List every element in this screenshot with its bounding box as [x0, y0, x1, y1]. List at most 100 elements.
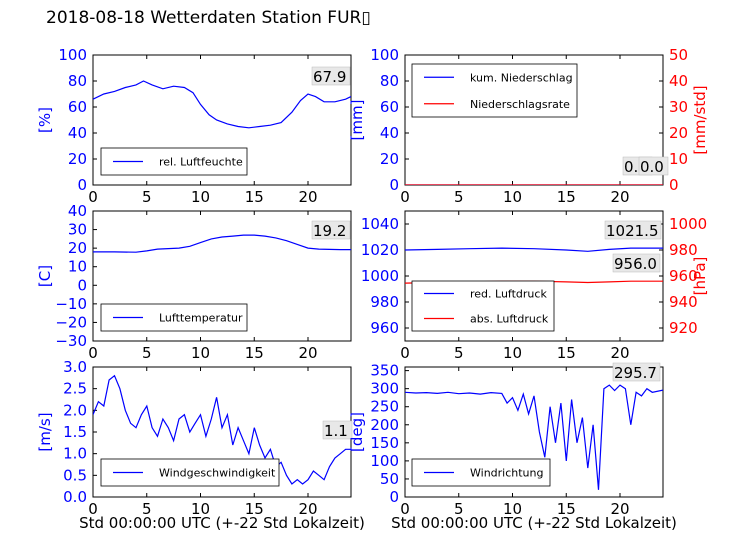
y2-axis-label: [mm/std] [691, 85, 709, 154]
x-tick-label: 10 [191, 344, 210, 362]
y-tick-label: 1000 [361, 267, 399, 285]
axes-frame [92, 54, 352, 186]
x-tick-label: 15 [557, 500, 576, 518]
y-tick-label: −20 [55, 313, 87, 331]
legend-label: Lufttemperatur [159, 312, 243, 325]
x-tick-label: 20 [610, 188, 629, 206]
x-tick-label: 20 [610, 344, 629, 362]
legend-box [411, 280, 555, 332]
last-value-label: 0.0 [640, 158, 664, 176]
y-axis-label: [mm] [348, 100, 366, 141]
last-value-label: 1.1 [324, 422, 348, 440]
y-tick-label: 250 [370, 398, 399, 416]
y-tick-label: 0 [77, 176, 87, 194]
axes-frame [404, 366, 664, 498]
x-tick-label: 15 [245, 500, 264, 518]
x-tick-label: 5 [142, 344, 152, 362]
y2-tick-label: 1000 [669, 215, 707, 233]
last-value-label: 1021.5 [606, 222, 659, 240]
y-tick-label: 3.0 [63, 358, 87, 376]
y-tick-label: 350 [370, 362, 399, 380]
y2-tick-label: 10 [669, 150, 688, 168]
x-tick-label: 15 [557, 344, 576, 362]
y-tick-label: 40 [68, 202, 87, 220]
y2-tick-label: 980 [669, 241, 698, 259]
x-tick-label: 10 [191, 500, 210, 518]
legend-label: rel. Luftfeuchte [159, 156, 243, 169]
series-line-windrichtung [405, 384, 663, 490]
x-tick-label: 10 [503, 500, 522, 518]
y2-tick-label: 20 [669, 124, 688, 142]
legend-label: Niederschlagsrate [470, 98, 570, 111]
x-tick-label: 20 [298, 344, 317, 362]
x-axis-label: Std 00:00:00 UTC (+-22 Std Lokalzeit) [391, 514, 677, 532]
legend-label: Windrichtung [470, 467, 543, 480]
y-tick-label: 980 [370, 293, 399, 311]
x-tick-label: 5 [454, 188, 464, 206]
legend-label: Windgeschwindigkeit [159, 467, 276, 480]
x-tick-label: 0 [88, 188, 98, 206]
x-tick-label: 5 [142, 188, 152, 206]
x-tick-label: 0 [400, 344, 410, 362]
series-line-red-luftdruck [405, 247, 663, 252]
y-tick-label: 100 [370, 46, 399, 64]
y-axis-label: [%] [36, 107, 54, 133]
last-value-label: 956.0 [614, 255, 657, 273]
y-tick-label: 50 [380, 470, 399, 488]
y-tick-label: 10 [68, 258, 87, 276]
x-tick-label: 0 [400, 500, 410, 518]
y2-tick-label: 960 [669, 267, 698, 285]
y-tick-label: 80 [380, 72, 399, 90]
x-tick-label: 5 [454, 500, 464, 518]
y-tick-label: 2.0 [63, 401, 87, 419]
value-badge [638, 156, 669, 176]
y-tick-label: 200 [370, 416, 399, 434]
y-tick-label: 1020 [361, 241, 399, 259]
legend-label: kum. Niederschlag [470, 71, 573, 84]
panel-precipitation: 0 5 10 15 20 0 20 40 60 80 100 0 10 20 30 40 50 [mm] [mm/s… [348, 46, 709, 206]
panel-wind-speed: 0 5 10 15 20 0.0 0.5 1.0 1.5 2.0 2.5 3.0 [m/s] Std 00… [36, 358, 365, 532]
x-tick-label: 0 [88, 500, 98, 518]
y-tick-label: 20 [68, 150, 87, 168]
value-badge [311, 66, 351, 86]
y-tick-label: 60 [380, 98, 399, 116]
x-tick-label: 20 [298, 188, 317, 206]
y2-tick-label: 920 [669, 319, 698, 337]
value-badge [322, 420, 353, 440]
x-tick-label: 20 [298, 500, 317, 518]
value-badge [612, 253, 661, 273]
y-axis-label: [C] [36, 265, 54, 287]
x-tick-label: 15 [245, 188, 264, 206]
y-tick-label: 1040 [361, 215, 399, 233]
y2-tick-label: 40 [669, 72, 688, 90]
panel-temperature: 0 5 10 15 20−30−20−10010203040[C]Lufttempera… [36, 202, 352, 362]
y-tick-label: 300 [370, 380, 399, 398]
x-tick-label: 15 [245, 344, 264, 362]
x-tick-label: 15 [557, 188, 576, 206]
y-tick-label: 0 [77, 276, 87, 294]
x-tick-label: 5 [142, 500, 152, 518]
value-badge [612, 362, 661, 382]
y-tick-label: 40 [380, 124, 399, 142]
x-tick-label: 10 [503, 188, 522, 206]
y2-tick-label: 940 [669, 293, 698, 311]
value-badge [311, 220, 351, 240]
y2-tick-label: 30 [669, 98, 688, 116]
y-tick-label: 0.0 [63, 488, 87, 506]
panel-pressure: 0 5 10 15 20 960 980 1000 1020 1040 920 940 960 980 10… [361, 210, 709, 362]
y-tick-label: −30 [55, 332, 87, 350]
last-value-label: 295.7 [614, 364, 657, 382]
x-tick-label: 10 [503, 344, 522, 362]
x-tick-label: 0 [400, 188, 410, 206]
y-tick-label: 40 [68, 124, 87, 142]
y-tick-label: 20 [380, 150, 399, 168]
y-axis-label: [deg] [348, 412, 366, 452]
y-axis-label: [m/s] [36, 412, 54, 451]
y-tick-label: 150 [370, 434, 399, 452]
y-tick-label: 0 [389, 176, 399, 194]
y-tick-label: 1.5 [63, 423, 87, 441]
y-tick-label: 0.5 [63, 466, 87, 484]
y-tick-label: 2.5 [63, 380, 87, 398]
x-axis-label: Std 00:00:00 UTC (+-22 Std Lokalzeit) [79, 514, 365, 532]
